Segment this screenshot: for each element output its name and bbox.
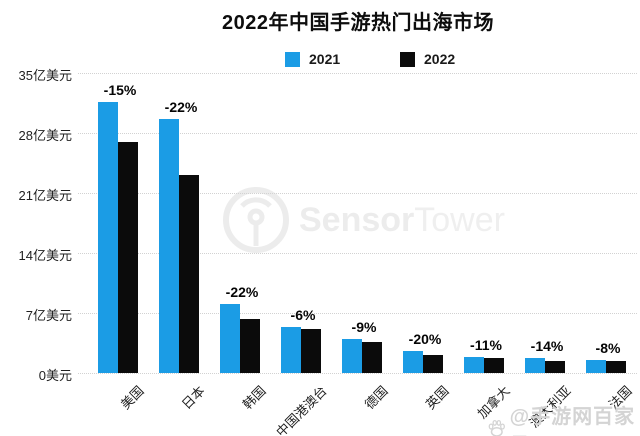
bar-2021-加拿大 [464, 356, 484, 373]
y-axis-tick-label: 0美元 [38, 368, 72, 383]
baidu-paw-icon [488, 419, 505, 436]
bar-2021-英国 [403, 350, 423, 373]
pct-change-label-日本: -22% [164, 99, 198, 116]
pct-change-label-法国: -8% [595, 339, 621, 356]
pct-change-label-澳大利亚: -14% [530, 338, 564, 355]
gridline-14 [78, 253, 637, 254]
bar-2021-日本 [159, 119, 179, 373]
bar-2022-澳大利亚 [545, 360, 565, 373]
gridline-28 [78, 133, 637, 134]
bar-2022-中国港澳台 [301, 329, 321, 373]
x-axis-tick-label-法国: 法国 [605, 383, 635, 413]
gridline-35 [78, 73, 637, 74]
x-axis-tick-label-英国: 英国 [422, 383, 452, 413]
bar-2022-美国 [118, 142, 138, 373]
sensortower-logo-icon [223, 187, 289, 253]
bar-2021-德国 [342, 338, 362, 373]
gridline-21 [78, 193, 637, 194]
legend-item-2022: 2022 [400, 51, 455, 67]
bar-2021-中国港澳台 [281, 326, 301, 373]
x-axis-tick-label-美国: 美国 [117, 383, 147, 413]
y-axis-tick-label: 35亿美元 [18, 68, 72, 83]
x-axis-tick-label-德国: 德国 [361, 383, 391, 413]
x-axis-tick-label-日本: 日本 [178, 383, 208, 413]
pct-change-label-德国: -9% [351, 318, 377, 335]
y-axis-tick-label: 14亿美元 [18, 248, 72, 263]
y-axis-tick-label: 28亿美元 [18, 128, 72, 143]
bar-2021-美国 [98, 102, 118, 373]
pct-change-label-英国: -20% [408, 330, 442, 347]
legend-label-2022: 2022 [424, 51, 456, 67]
sensortower-watermark: SensorTower [221, 184, 505, 256]
legend-swatch-2021 [285, 51, 300, 67]
legend-item-2021: 2021 [285, 51, 340, 67]
x-axis-tick-label-加拿大: 加拿大 [474, 383, 513, 422]
legend-swatch-2022 [400, 51, 415, 67]
bar-2022-英国 [423, 355, 443, 373]
x-axis-tick-label-澳大利亚: 澳大利亚 [526, 383, 574, 431]
pct-change-label-美国: -15% [103, 82, 137, 99]
y-axis-tick-label: 21亿美元 [18, 188, 72, 203]
bar-2022-加拿大 [484, 358, 504, 373]
bar-2021-韩国 [220, 303, 240, 373]
bar-2021-澳大利亚 [525, 358, 545, 373]
bar-2022-德国 [362, 342, 382, 373]
sensortower-wordmark: SensorTower [299, 201, 505, 239]
pct-change-label-加拿大: -11% [470, 336, 502, 353]
x-axis-tick-label-中国港澳台: 中国港澳台 [273, 383, 330, 436]
bar-2022-韩国 [240, 319, 260, 373]
bar-2022-法国 [606, 361, 626, 373]
bar-2021-法国 [586, 359, 606, 373]
gridline-0 [78, 373, 637, 374]
x-axis-tick-label-韩国: 韩国 [239, 383, 269, 413]
y-axis-tick-label: 7亿美元 [25, 308, 72, 323]
gridline-7 [78, 313, 637, 314]
legend-label-2021: 2021 [309, 51, 341, 67]
pct-change-label-韩国: -22% [225, 283, 259, 300]
chart-title: 2022年中国手游热门出海市场 [222, 12, 494, 34]
pct-change-label-中国港澳台: -6% [290, 306, 316, 323]
bar-2022-日本 [179, 175, 199, 373]
